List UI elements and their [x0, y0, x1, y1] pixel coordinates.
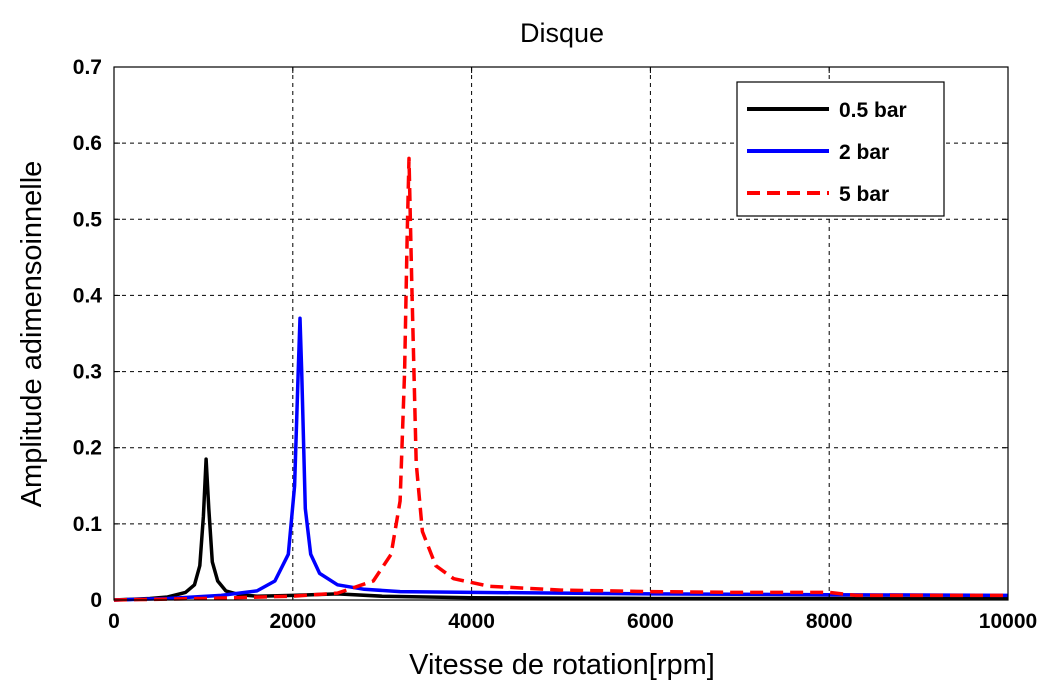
- y-tick-label: 0.6: [73, 132, 102, 155]
- y-tick-label: 0.1: [73, 513, 103, 536]
- y-tick-label: 0.4: [73, 284, 103, 307]
- x-tick-label: 10000: [979, 610, 1037, 633]
- plot-area: [113, 156, 1009, 602]
- y-tick-label: 0: [90, 589, 102, 612]
- x-tick-label: 2000: [269, 610, 316, 633]
- x-axis-label: Vitesse de rotation[rpm]: [409, 649, 715, 681]
- y-tick-label: 0.2: [73, 437, 102, 460]
- axes-frame: [113, 66, 1009, 601]
- legend-label-2: 5 bar: [839, 183, 889, 206]
- legend-label-0: 0.5 bar: [839, 99, 907, 122]
- y-axis-label: Amplitude adimensoinnelle: [16, 161, 48, 508]
- x-tick-label: 0: [108, 610, 120, 633]
- legend: 0.5 bar 2 bar 5 bar: [736, 81, 945, 217]
- series-line-1: [113, 316, 1009, 602]
- x-tick-label: 6000: [627, 610, 674, 633]
- series-line-0: [113, 457, 1008, 602]
- x-tick-label: 8000: [806, 610, 853, 633]
- y-tick-label: 0.3: [73, 361, 102, 384]
- legend-label-1: 2 bar: [839, 141, 889, 164]
- series-line-2: [113, 156, 1008, 602]
- chart-title: Disque: [520, 18, 604, 48]
- axis-ticks: 0 2000 4000 6000 8000 10000 0 0.1 0.2 0.3 0.4 0.5 0.…: [73, 56, 1037, 633]
- y-tick-label: 0.5: [73, 208, 103, 231]
- x-tick-label: 4000: [448, 610, 495, 633]
- y-tick-label: 0.7: [73, 56, 102, 79]
